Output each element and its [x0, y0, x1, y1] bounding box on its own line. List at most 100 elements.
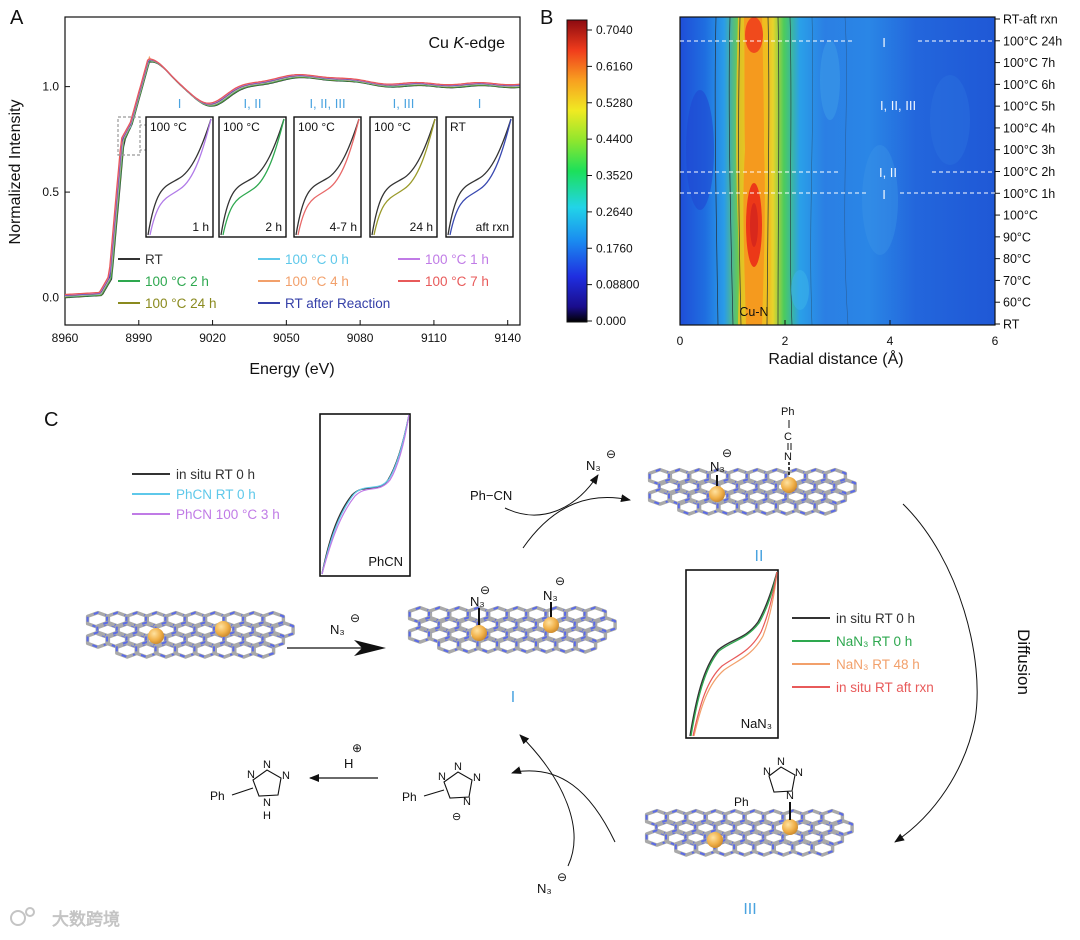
- colorbar-tick-label: 0.08800: [596, 278, 640, 292]
- region-label: I, II: [879, 165, 897, 180]
- inset-group-label: I, III: [393, 96, 415, 111]
- n3-label: N₃: [470, 594, 485, 609]
- azide-reagent-label: N₃: [330, 622, 345, 637]
- nitrogen-bonds: [593, 616, 617, 634]
- inset-bottom-label: 1 h: [192, 220, 209, 234]
- peak-label-cu-n: Cu-N: [739, 305, 768, 319]
- colorbar-ticks: 0.7040 0.6160 0.5280 0.4400 0.3520 0.2640 0.17…: [587, 23, 640, 328]
- row-label: 70°C: [1003, 274, 1031, 288]
- azide-charge: ⊖: [350, 611, 360, 625]
- phcn-inset-label: PhCN: [368, 554, 403, 569]
- xanes-plot-frame: [64, 16, 521, 326]
- ring-atom-n: N: [473, 772, 481, 784]
- inset-reference-line: [295, 118, 360, 236]
- anion-phenyl: Ph: [402, 790, 417, 804]
- watermark-logo-icon: [10, 910, 26, 926]
- legend-label: 100 °C 2 h: [145, 274, 209, 289]
- x-tick-label: 9020: [199, 331, 226, 345]
- peak-hotspot-top: [745, 17, 763, 53]
- contour-line: [738, 17, 742, 325]
- peak-orange-band: [743, 17, 765, 325]
- azide-return-label: N₃: [537, 881, 552, 896]
- cu-atom: [781, 477, 797, 493]
- contour-line: [766, 17, 770, 325]
- legend-label: RT: [145, 252, 163, 267]
- product-phenyl: Ph: [210, 789, 225, 803]
- ring-atom-n: N: [263, 759, 271, 771]
- watermark-logo-icon: [25, 907, 35, 917]
- nitrile-ph: Ph: [781, 406, 794, 418]
- row-label: 100°C 2h: [1003, 165, 1055, 179]
- xanes-x-axis: 8960 8990 9020 9050 9080 9110 9140: [52, 320, 521, 345]
- proton-charge: ⊕: [352, 741, 362, 755]
- state-i-label: I: [511, 689, 515, 706]
- anion-charge: ⊖: [452, 811, 461, 823]
- ring-atom-n: N: [247, 769, 255, 781]
- legend-label: RT after Reaction: [285, 296, 390, 311]
- xanes-inset-group: 100 °C 1 h I 100 °C 2 h I, II 100 °C 4-7 h I, II…: [145, 96, 514, 238]
- nan3-line-aftrxn: [692, 571, 778, 737]
- ring-atom-n: N: [786, 790, 794, 802]
- catalyst-sheet: [644, 808, 854, 857]
- inset-compare-line: [297, 118, 360, 236]
- legend-label: PhCN 100 °C 3 h: [176, 507, 280, 522]
- legend-label: 100 °C 1 h: [425, 252, 489, 267]
- contour-blob: [862, 145, 898, 255]
- inset-compare-line: [222, 118, 285, 236]
- tetrazole-ring: [443, 771, 473, 799]
- ring-atom-n: N: [282, 770, 290, 782]
- contour-blob: [686, 90, 714, 210]
- panel-label-c: C: [44, 409, 58, 431]
- nitrogen-bonds: [813, 498, 837, 515]
- peak-hotspot-core: [750, 203, 758, 247]
- nitrogen-bonds: [261, 611, 285, 629]
- colorbar-tick-label: 0.1760: [596, 241, 633, 255]
- x-tick-label: 9110: [421, 331, 447, 345]
- legend-label: 100 °C 24 h: [145, 296, 216, 311]
- contour-line: [810, 17, 814, 325]
- watermark-text: 大数跨境: [52, 909, 120, 929]
- catalyst-start: [85, 610, 295, 659]
- colorbar-tick-label: 0.6160: [596, 59, 633, 73]
- inset-bottom-label: 2 h: [265, 220, 282, 234]
- watermark: 大数跨境: [10, 907, 120, 929]
- colorbar-tick-label: 0.000: [596, 314, 626, 328]
- row-label: 100°C 1h: [1003, 187, 1055, 201]
- arrowhead-azide: [354, 640, 386, 656]
- y-tick-label: 1.0: [42, 80, 59, 94]
- released-azide-label: N₃: [586, 458, 601, 473]
- legend-label: 100 °C 7 h: [425, 274, 489, 289]
- contour-blob: [791, 270, 809, 310]
- colorbar-tick-label: 0.2640: [596, 205, 633, 219]
- inset-frame: [369, 116, 438, 238]
- colorbar: [566, 19, 588, 323]
- inset-frame: [145, 116, 214, 238]
- cu-atom: [709, 486, 725, 502]
- contour-line: [844, 17, 849, 325]
- n3-label: N₃: [710, 459, 725, 474]
- state-iii: N N N N Ph III: [644, 756, 854, 918]
- tetrazole-ring: [252, 769, 282, 797]
- phcn-line-phcn-rt: [321, 414, 410, 575]
- legend-label: 100 °C 4 h: [285, 274, 349, 289]
- inset-compare-line: [149, 118, 212, 236]
- contour-blob: [820, 40, 840, 120]
- row-label: RT-aft rxn: [1003, 13, 1058, 27]
- row-label: 100°C 6h: [1003, 78, 1055, 92]
- legend-label: NaN₃ RT 48 h: [836, 657, 920, 672]
- contour-line: [777, 17, 780, 325]
- legend-label: PhCN RT 0 h: [176, 487, 256, 502]
- legend-label: in situ RT aft rxn: [836, 680, 934, 695]
- inset-top-label: 100 °C: [150, 120, 187, 134]
- inset-compare-line: [449, 118, 512, 236]
- catalyst-sheet: [407, 605, 617, 654]
- nitrogen-bonds: [820, 809, 844, 827]
- ring-atom-n: N: [795, 767, 803, 779]
- region-label: I, II, III: [880, 98, 916, 113]
- catalyst-sheet: [85, 610, 295, 659]
- n3-charge: ⊖: [480, 583, 490, 597]
- nitrogen-bonds: [833, 478, 857, 496]
- cu-atom: [471, 625, 487, 641]
- phenyl-bond: [423, 789, 445, 797]
